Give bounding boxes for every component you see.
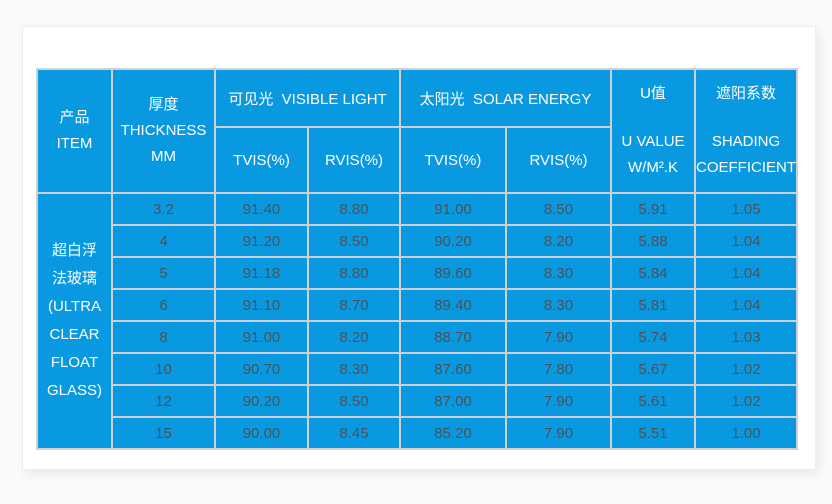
table-row: 10 90.70 8.30 87.60 7.80 5.67 1.02 [37,352,799,386]
table-row: 超白浮 法玻璃 (ULTRA CLEAR FLOAT GLASS) 3.2 91… [36,192,799,450]
product-line: CLEAR [49,326,100,343]
cell-sol-tvis: 91.00 [399,192,507,226]
cell-shading-coefficient: 1.00 [694,416,799,450]
col-header-item: 产品 ITEM [36,68,113,194]
col-header-shading-en2: COEFFICIENT [696,159,797,176]
cell-vis-rvis: 8.50 [307,224,401,258]
cell-sol-tvis: 89.60 [399,256,507,290]
sub-header-sol-tvis: TVIS(%) [399,126,507,194]
col-header-shading-en1: SHADING [711,133,781,150]
cell-sol-rvis: 7.80 [504,352,613,386]
glass-spec-table: 产品 ITEM 厚度 THICKNESS MM 可见光 VISIBLE LIGH… [36,68,799,450]
col-header-shading-zh: 遮阳系数 [716,85,777,102]
cell-thickness: 3.2 [111,192,216,226]
table-row: 15 90.00 8.45 85.20 7.90 5.51 1.00 [37,416,799,450]
product-line: GLASS) [46,382,103,399]
cell-thickness: 5 [111,256,216,290]
cell-vis-rvis: 8.80 [307,256,401,290]
cell-vis-tvis: 90.20 [214,384,309,418]
cell-u-value: 5.88 [610,224,697,258]
product-line: FLOAT [50,354,99,371]
col-header-shading: 遮阳系数 SHADING COEFFICIENT [694,68,799,194]
cell-shading-coefficient: 1.04 [694,288,799,322]
col-header-item-zh: 产品 [59,109,90,126]
cell-shading-coefficient: 1.04 [694,224,799,258]
cell-shading-coefficient: 1.03 [694,320,799,354]
cell-vis-tvis: 90.70 [214,352,309,386]
cell-sol-rvis: 7.90 [504,320,613,354]
cell-vis-tvis: 91.20 [214,224,309,258]
content-card: 产品 ITEM 厚度 THICKNESS MM 可见光 VISIBLE LIGH… [22,26,816,470]
cell-vis-rvis: 8.70 [307,288,401,322]
cell-vis-rvis: 8.50 [307,384,401,418]
col-header-u-zh: U值 [640,85,666,102]
col-header-thickness-unit: MM [151,148,176,165]
cell-shading-coefficient: 1.05 [694,192,799,226]
cell-sol-tvis: 89.40 [399,288,507,322]
cell-thickness: 12 [111,384,216,418]
cell-thickness: 4 [111,224,216,258]
cell-sol-rvis: 8.30 [504,256,613,290]
sub-header-sol-rvis: RVIS(%) [504,126,613,194]
cell-thickness: 10 [111,352,216,386]
cell-vis-rvis: 8.45 [307,416,401,450]
col-group-solar-energy: 太阳光 SOLAR ENERGY [398,68,613,128]
cell-shading-coefficient: 1.02 [694,384,799,418]
cell-u-value: 5.81 [610,288,697,322]
table-row: 6 91.10 8.70 89.40 8.30 5.81 1.04 [37,288,799,322]
table-row: 4 91.20 8.50 90.20 8.20 5.88 1.04 [37,224,799,258]
sub-header-vis-tvis: TVIS(%) [214,126,309,194]
cell-sol-rvis: 7.90 [504,416,613,450]
sub-header-vis-rvis: RVIS(%) [307,126,401,194]
cell-vis-tvis: 91.18 [214,256,309,290]
cell-shading-coefficient: 1.04 [694,256,799,290]
cell-shading-coefficient: 1.02 [694,352,799,386]
col-header-u-unit: W/M².K [628,159,679,176]
col-header-u-en: U VALUE [621,133,685,150]
table-row: 12 90.20 8.50 87.00 7.90 5.61 1.02 [37,384,799,418]
cell-sol-tvis: 87.60 [399,352,507,386]
product-line: (ULTRA [47,298,102,315]
col-header-thickness-en: THICKNESS [120,122,207,139]
product-name-cell: 超白浮 法玻璃 (ULTRA CLEAR FLOAT GLASS) [36,192,113,450]
col-header-thickness: 厚度 THICKNESS MM [111,68,216,194]
cell-vis-rvis: 8.20 [307,320,401,354]
cell-thickness: 15 [111,416,216,450]
cell-thickness: 6 [111,288,216,322]
cell-sol-rvis: 8.30 [504,288,613,322]
cell-sol-tvis: 90.20 [399,224,507,258]
cell-sol-rvis: 8.50 [504,192,613,226]
cell-thickness: 8 [111,320,216,354]
cell-u-value: 5.84 [610,256,697,290]
cell-sol-rvis: 7.90 [504,384,613,418]
cell-sol-tvis: 87.00 [399,384,507,418]
col-group-visible-light: 可见光 VISIBLE LIGHT [214,68,401,128]
cell-sol-tvis: 88.70 [399,320,507,354]
cell-u-value: 5.91 [610,192,697,226]
product-line: 法玻璃 [51,270,97,287]
col-header-u-value: U值 U VALUE W/M².K [610,68,697,194]
table-row: 5 91.18 8.80 89.60 8.30 5.84 1.04 [37,256,799,290]
cell-sol-tvis: 85.20 [399,416,507,450]
cell-vis-rvis: 8.80 [307,192,401,226]
cell-u-value: 5.74 [610,320,697,354]
cell-vis-tvis: 91.00 [214,320,309,354]
cell-vis-tvis: 91.10 [214,288,309,322]
product-line: 超白浮 [51,242,97,259]
col-header-item-en: ITEM [56,135,93,152]
cell-vis-rvis: 8.30 [307,352,401,386]
table-row: 8 91.00 8.20 88.70 7.90 5.74 1.03 [37,320,799,354]
cell-vis-tvis: 90.00 [214,416,309,450]
col-header-thickness-zh: 厚度 [148,96,179,113]
cell-vis-tvis: 91.40 [214,192,309,226]
cell-u-value: 5.67 [610,352,697,386]
cell-sol-rvis: 8.20 [504,224,613,258]
cell-u-value: 5.51 [610,416,697,450]
cell-u-value: 5.61 [610,384,697,418]
